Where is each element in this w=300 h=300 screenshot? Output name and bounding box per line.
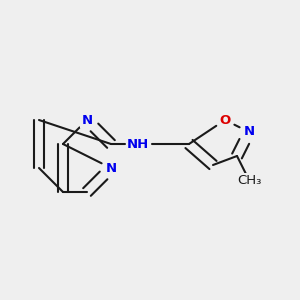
- Text: N: N: [81, 113, 93, 127]
- Text: N: N: [105, 161, 117, 175]
- Text: NH: NH: [127, 137, 149, 151]
- Text: O: O: [219, 113, 231, 127]
- Text: CH₃: CH₃: [237, 173, 261, 187]
- Text: N: N: [243, 125, 255, 139]
